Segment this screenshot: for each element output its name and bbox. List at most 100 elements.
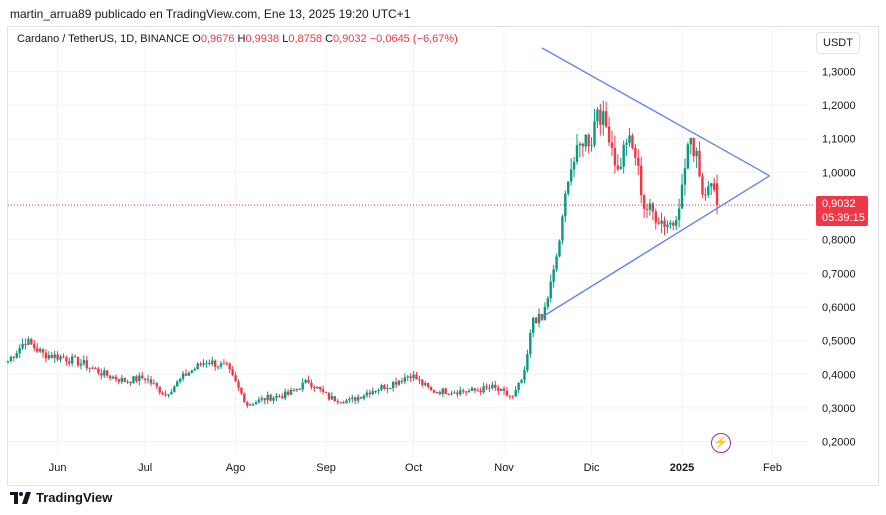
candle-down: [354, 396, 357, 404]
candle-body: [447, 394, 450, 396]
candle-up: [386, 383, 389, 393]
candle-body: [56, 354, 59, 360]
candle-up: [27, 336, 30, 346]
candle-body: [438, 392, 442, 395]
candle-up: [351, 394, 354, 403]
candle-up: [669, 220, 672, 229]
candle-up: [435, 391, 439, 394]
candle-down: [613, 135, 617, 174]
candle-body: [622, 144, 625, 167]
candle-body: [511, 396, 514, 398]
candle-body: [473, 388, 477, 391]
price-tag-price: 0,9032: [822, 198, 856, 210]
candle-body: [526, 353, 529, 371]
candle-down: [610, 130, 614, 156]
candle-down: [50, 351, 53, 359]
candle-down: [368, 389, 372, 399]
candle-up: [689, 137, 692, 155]
candle-body: [158, 386, 161, 393]
candle-body: [94, 368, 97, 370]
candle-body: [213, 360, 217, 367]
lightning-icon[interactable]: ⚡: [711, 433, 731, 453]
candle-body: [543, 306, 547, 320]
candle-down: [479, 387, 482, 396]
y-tick-label: 0,3000: [822, 403, 856, 415]
candle-down: [143, 378, 147, 384]
candle-body: [663, 220, 666, 228]
candle-down: [100, 368, 103, 380]
candle-body: [62, 356, 65, 358]
candle-down: [222, 358, 226, 365]
candle-body: [164, 394, 167, 396]
candle-up: [365, 389, 369, 398]
candle-body: [132, 376, 135, 384]
candle-body: [336, 400, 339, 403]
close-label: C: [325, 33, 334, 45]
candle-body: [208, 362, 211, 365]
candle-down: [234, 371, 237, 382]
candle-body: [651, 203, 655, 212]
tradingview-footer[interactable]: TradingView: [10, 490, 112, 505]
candle-up: [176, 380, 179, 387]
candle-down: [158, 386, 161, 396]
candle-down: [663, 216, 666, 236]
candle-up: [532, 317, 535, 338]
candle-body: [21, 343, 24, 348]
candle-down: [231, 365, 234, 377]
candle-body: [100, 373, 103, 376]
candle-body: [561, 216, 564, 241]
candle-body: [701, 176, 704, 195]
candle-down: [657, 217, 660, 225]
candle-down: [94, 366, 97, 370]
candle-body: [240, 387, 243, 394]
candle-body: [324, 391, 328, 393]
candle-body: [619, 166, 622, 170]
candle-up: [251, 402, 255, 407]
candle-body: [321, 389, 325, 392]
candle-up: [561, 214, 564, 245]
candle-body: [599, 109, 602, 125]
candle-body: [202, 363, 205, 366]
candle-up: [193, 367, 196, 371]
candle-body: [616, 165, 620, 170]
candle-down: [56, 351, 59, 362]
candle-down: [692, 137, 695, 163]
candle-body: [555, 256, 558, 270]
candle-body: [88, 367, 91, 369]
candle-down: [604, 101, 608, 128]
candle-down: [240, 387, 243, 396]
candle-body: [167, 394, 170, 396]
candle-body: [289, 389, 293, 395]
candle-body: [9, 356, 13, 361]
candle-down: [129, 381, 132, 386]
candle-body: [278, 395, 281, 397]
candle-down: [394, 377, 398, 388]
candle-up: [196, 362, 199, 370]
candle-down: [607, 116, 611, 147]
candle-body: [403, 377, 407, 382]
y-tick-label: 0,5000: [822, 336, 856, 348]
candle-body: [143, 378, 147, 380]
candle-up: [205, 360, 208, 368]
candle-body: [377, 389, 380, 392]
candle-up: [371, 387, 374, 396]
y-tick-label: 1,2000: [822, 100, 856, 112]
symbol-label[interactable]: Cardano / TetherUS, 1D, BINANCE: [17, 33, 190, 45]
candle-body: [564, 193, 567, 217]
candle-body: [155, 383, 159, 387]
candle-up: [412, 371, 415, 382]
candle-down: [494, 380, 497, 391]
candle-up: [170, 389, 173, 395]
candle-down: [278, 394, 281, 398]
candle-body: [642, 195, 646, 209]
low-label: L: [282, 33, 289, 45]
candle-body: [65, 357, 68, 362]
candle-body: [479, 390, 482, 393]
currency-button[interactable]: USDT: [816, 32, 860, 54]
candle-up: [6, 360, 10, 364]
high-label: H: [237, 33, 246, 45]
candle-body: [196, 363, 199, 370]
candle-body: [173, 386, 176, 392]
candle-down: [161, 391, 164, 396]
